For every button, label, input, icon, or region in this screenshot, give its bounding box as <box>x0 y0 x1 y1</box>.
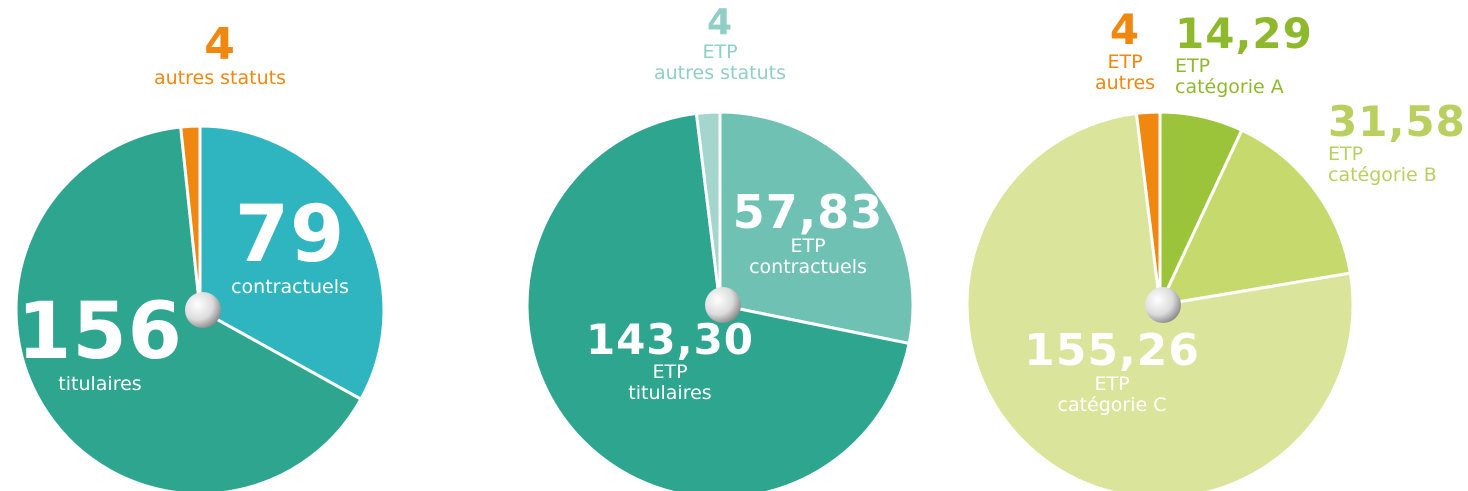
pie-slice <box>718 110 915 345</box>
slice-category: titulaires <box>58 372 142 395</box>
center-knob <box>185 292 221 328</box>
slice-value: 143,30 <box>585 315 755 364</box>
slice-label: 143,30 ETP titulaires <box>585 315 755 404</box>
pie-slice <box>965 111 1355 491</box>
slice-label: 57,83 ETP contractuels <box>733 188 884 278</box>
pie-slice <box>1134 110 1162 307</box>
slice-category: autres statuts <box>154 67 286 90</box>
pie-slice <box>694 110 722 307</box>
pie-slice <box>198 124 386 401</box>
slice-category: ETP autres statuts <box>654 40 786 84</box>
slice-category: ETP autres <box>1094 51 1156 94</box>
slice-value: 4 <box>1109 5 1141 54</box>
slice-category: ETP catégorie C <box>1057 373 1167 417</box>
slice-value: 31,58 <box>1328 97 1466 146</box>
slice-value: 4 <box>204 19 236 70</box>
slice-category: ETP titulaires <box>628 361 712 404</box>
slice-value: 57,83 <box>732 185 884 239</box>
slice-value: 14,29 <box>1175 9 1313 58</box>
slice-value: 79 <box>234 190 346 280</box>
slice-label: 155,26 ETP catégorie C <box>1024 325 1200 417</box>
slice-category: contractuels <box>231 275 349 298</box>
slice-label: 4 autres statuts <box>154 19 286 90</box>
slice-label: 4 ETP autres <box>1094 5 1156 94</box>
slice-value: 155,26 <box>1024 325 1200 376</box>
slice-label: 31,58 ETP catégorie B <box>1328 97 1466 186</box>
slice-category: ETP catégorie B <box>1328 143 1437 186</box>
pie-slice <box>179 124 202 312</box>
slice-label: 4 ETP autres statuts <box>654 4 786 84</box>
slice-category: ETP contractuels <box>749 235 867 279</box>
pie-slice <box>1158 128 1352 307</box>
slice-label: 14,29 ETP catégorie A <box>1175 9 1313 98</box>
slice-category: ETP catégorie A <box>1175 55 1284 98</box>
slice-value: 4 <box>706 2 734 43</box>
slice-label: 156 titulaires <box>17 287 183 395</box>
center-knob <box>705 287 741 323</box>
slice-value: 156 <box>17 287 183 377</box>
slice-label: 79 contractuels <box>231 190 349 298</box>
center-knob <box>1145 287 1181 323</box>
